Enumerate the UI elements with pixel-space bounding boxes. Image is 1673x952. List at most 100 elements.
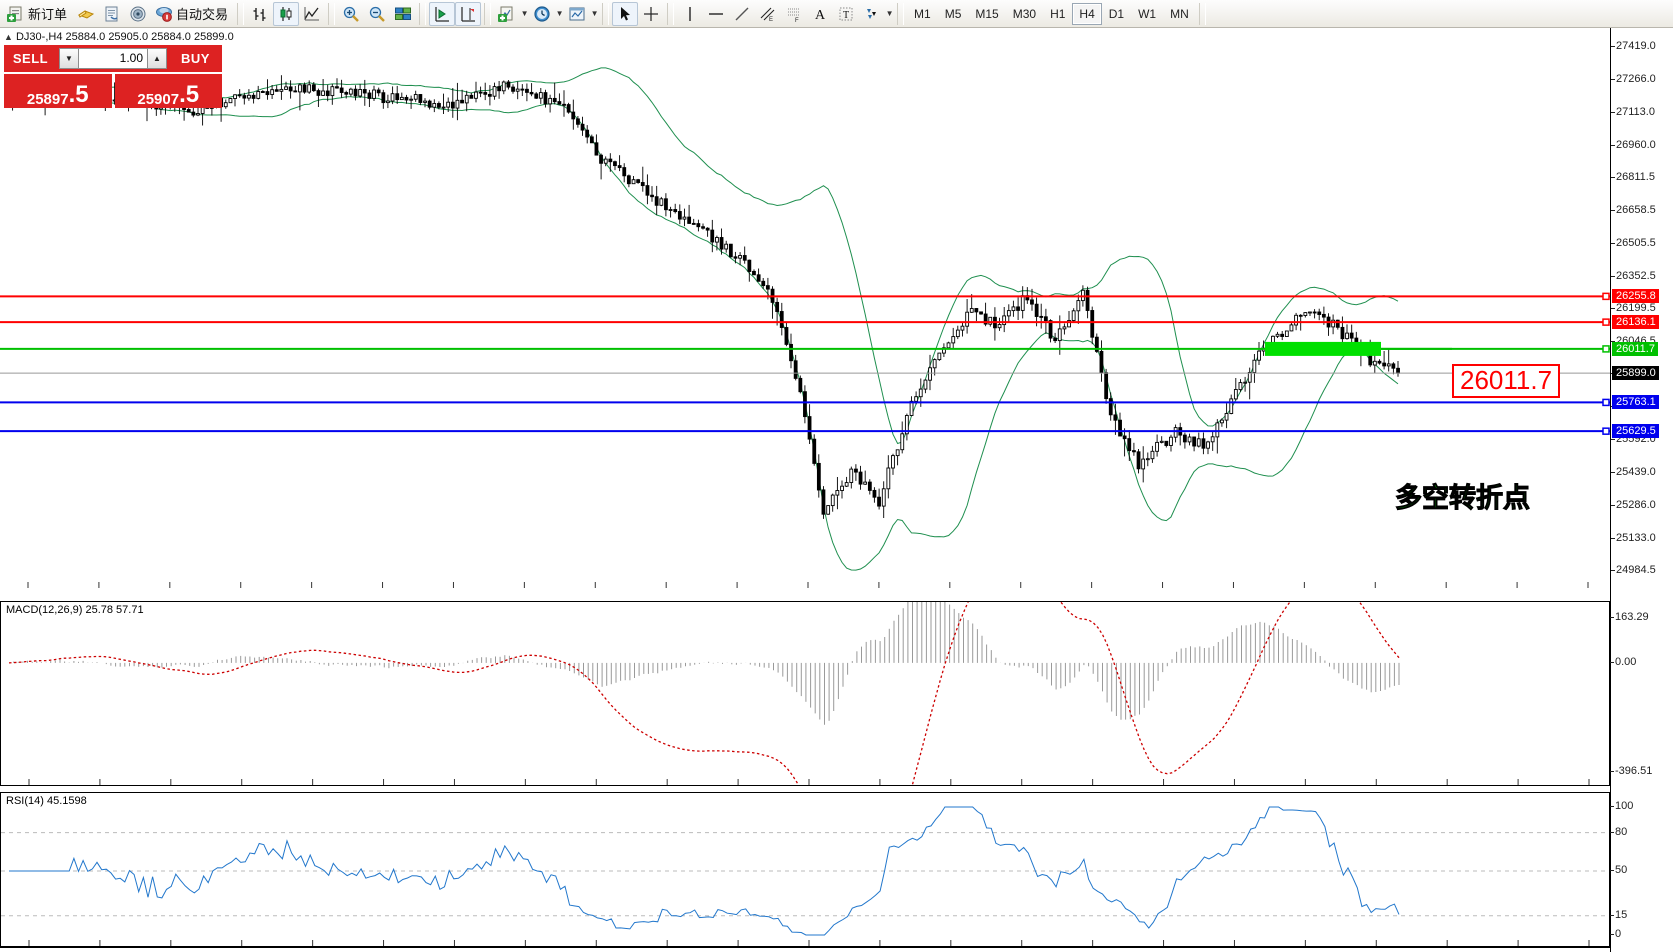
one-click-trading-panel[interactable]: SELL ▼ 1.00 ▲ BUY 25897.5 25907.5	[4, 45, 222, 108]
price-level-label[interactable]: 26136.1	[1612, 315, 1659, 330]
price-tick-label: 26811.5	[1611, 170, 1655, 183]
price-pane[interactable]	[0, 28, 1610, 588]
vertical-line-button[interactable]	[677, 2, 703, 26]
arrow-cursor-icon	[621, 6, 631, 20]
price-annotation-tag[interactable]: 26011.7	[1452, 364, 1561, 398]
clock-icon	[534, 5, 550, 22]
template-icon	[569, 7, 585, 20]
candlestick-chart-button[interactable]	[273, 1, 300, 26]
indicators-button[interactable]	[494, 2, 520, 26]
volume-value[interactable]: 1.00	[79, 48, 147, 69]
price-level-label[interactable]: 25763.1	[1612, 395, 1659, 410]
timeframe-d1[interactable]: D1	[1108, 6, 1125, 21]
time-axis[interactable]: 11 Jul 201912 Jul 12:0015 Jul 16:0017 Ju…	[0, 947, 1620, 952]
horizontal-line-button[interactable]	[703, 2, 729, 26]
macd-tick-label: 163.29	[1610, 611, 1649, 623]
crosshair-tool-button[interactable]	[638, 2, 664, 26]
auto-scroll-button[interactable]	[429, 1, 456, 26]
trendline-button[interactable]	[729, 2, 755, 26]
new-order-label: 新订单	[28, 7, 68, 22]
timeframe-m1[interactable]: M1	[914, 6, 931, 21]
price-tick-label: 26199.5	[1611, 302, 1656, 315]
price-tick-label: 25439.0	[1611, 466, 1656, 479]
new-order-button[interactable]: 新订单	[3, 2, 73, 26]
data-window-button[interactable]	[99, 2, 125, 26]
macd-title: MACD(12,26,9) 25.78 57.71	[6, 604, 144, 616]
cursor-tool-button[interactable]	[612, 1, 639, 26]
price-level-label[interactable]: 25629.5	[1612, 424, 1659, 439]
rsi-pane[interactable]: RSI(14) 45.1598	[0, 792, 1610, 947]
rsi-title: RSI(14) 45.1598	[6, 795, 87, 807]
rsi-scale[interactable]: 100 80 50 15 0	[1609, 792, 1673, 947]
macd-scale[interactable]: 163.29 0.00 -396.51	[1609, 601, 1673, 786]
shapes-dropdown-caret[interactable]: ▼	[885, 9, 894, 18]
svg-text:E: E	[769, 17, 773, 23]
timeframe-h1[interactable]: H1	[1050, 6, 1066, 21]
text-label-button[interactable]: T	[833, 2, 859, 26]
channel-icon: E	[760, 7, 775, 23]
horizontal-line-icon	[709, 12, 724, 15]
timeframe-h4[interactable]: H4	[1072, 2, 1102, 25]
indicators-dropdown-caret[interactable]: ▼	[520, 9, 529, 18]
compass-icon	[130, 6, 146, 21]
price-scale[interactable]: 27419.0 27266.0 27113.0 26960.0 26811.5 26658…	[1610, 28, 1673, 588]
symbol-info-line: ▲ DJ30-,H4 25884.0 25905.0 25884.0 25899…	[4, 31, 234, 43]
price-plot	[0, 67, 1610, 588]
price-tick-label: 27266.0	[1611, 72, 1656, 85]
templates-dropdown-caret[interactable]: ▼	[590, 9, 599, 18]
timeframe-m30[interactable]: M30	[1012, 6, 1037, 21]
bar-chart-button[interactable]	[247, 2, 273, 26]
timeframe-w1[interactable]: W1	[1138, 6, 1157, 21]
price-tick-label: 24984.5	[1611, 564, 1656, 576]
autotrading-icon	[156, 6, 173, 22]
price-level-label[interactable]: 25899.0	[1612, 366, 1659, 381]
collapse-triangle-icon[interactable]: ▲	[4, 32, 13, 42]
turning-point-annotation[interactable]: 多空转折点	[1395, 483, 1531, 515]
text-tool-button[interactable]: A	[807, 2, 833, 26]
sell-price-decimal: .5	[68, 81, 89, 109]
chart-shift-icon	[461, 6, 476, 22]
toolbar-separator-5	[602, 2, 610, 25]
equidistant-channel-button[interactable]: E	[755, 2, 781, 26]
volume-increase-button[interactable]: ▲	[147, 48, 167, 69]
line-chart-button[interactable]	[299, 2, 325, 26]
sell-price-display[interactable]: 25897.5	[4, 74, 112, 108]
toolbar-separator-6	[667, 2, 675, 25]
volume-stepper[interactable]: ▼ 1.00 ▲	[57, 45, 169, 72]
navigator-button[interactable]	[125, 2, 151, 26]
macd-pane[interactable]: MACD(12,26,9) 25.78 57.71	[0, 601, 1610, 786]
timeframe-m15[interactable]: M15	[975, 6, 999, 21]
chart-area[interactable]: ▲ DJ30-,H4 25884.0 25905.0 25884.0 25899…	[0, 28, 1673, 952]
chart-shift-button[interactable]	[455, 1, 482, 26]
price-tick-label: 26352.5	[1611, 269, 1656, 282]
period-button[interactable]	[529, 2, 555, 26]
shapes-button[interactable]	[859, 2, 885, 26]
buy-price-decimal: .5	[179, 81, 200, 109]
buy-price-display[interactable]: 25907.5	[114, 74, 222, 109]
price-level-label[interactable]: 26255.8	[1612, 289, 1659, 304]
autotrading-button[interactable]: 自动交易	[151, 2, 234, 26]
svg-text:T: T	[843, 10, 849, 21]
price-tick-label: 25133.0	[1611, 532, 1656, 545]
timeframe-mn[interactable]: MN	[1170, 6, 1189, 21]
price-level-label[interactable]: 26011.7	[1612, 341, 1658, 356]
main-toolbar: 新订单	[0, 0, 1673, 28]
rsi-tick-label: 100	[1609, 800, 1634, 812]
toolbar-separator-7	[897, 2, 905, 25]
text-label-icon: T	[839, 7, 853, 21]
svg-text:F: F	[795, 18, 799, 23]
buy-button[interactable]: BUY	[169, 45, 222, 72]
toolbar-separator-2	[328, 2, 336, 25]
timeframe-m5[interactable]: M5	[944, 6, 962, 21]
templates-button[interactable]	[564, 2, 590, 26]
volume-decrease-button[interactable]: ▼	[59, 48, 79, 69]
rsi-tick-label: 0	[1609, 928, 1622, 940]
market-watch-button[interactable]	[73, 2, 99, 26]
sell-button[interactable]: SELL	[4, 45, 57, 72]
period-dropdown-caret[interactable]: ▼	[555, 9, 564, 18]
price-tick-label: 27113.0	[1611, 105, 1655, 118]
fibonacci-button[interactable]: F	[781, 2, 807, 26]
zoom-in-button[interactable]	[338, 2, 364, 26]
zoom-out-button[interactable]	[364, 2, 390, 26]
tile-windows-button[interactable]	[390, 2, 416, 26]
